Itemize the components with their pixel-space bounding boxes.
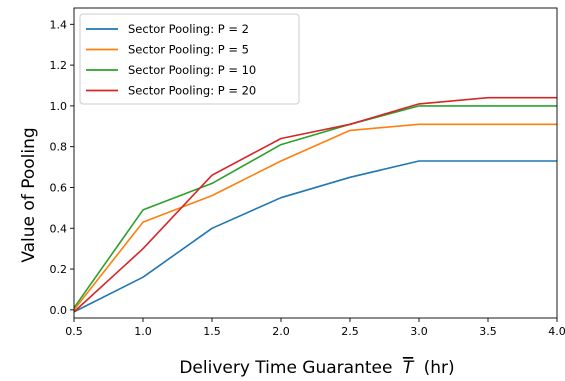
legend: Sector Pooling: P = 2 Sector Pooling: P =…	[79, 13, 300, 105]
x-tick-label: 1.0	[134, 325, 152, 338]
y-tick-label: 1.2	[50, 59, 68, 72]
y-tick-label: 1.0	[50, 100, 68, 113]
series-line-1	[73, 160, 557, 313]
x-tick-label: 3.5	[479, 325, 497, 338]
x-axis: 0.5 1.0 1.5 2.0 2.5 3.0 3.5 4.0	[65, 318, 565, 338]
x-tick-label: 1.5	[203, 325, 221, 338]
x-tick-label: 2.0	[272, 325, 290, 338]
y-tick-label: 1.4	[50, 18, 68, 31]
x-axis-label-unit: (hr)	[424, 358, 455, 378]
y-axis-label: Value of Pooling	[19, 127, 39, 262]
x-tick-label: 4.0	[548, 325, 565, 338]
series-line-4	[73, 96, 557, 313]
legend-label-3: Sector Pooling: P = 10	[128, 63, 256, 77]
y-tick-label: 0.4	[50, 222, 68, 235]
y-tick-label: 0.6	[50, 181, 68, 194]
x-axis-label-main: Delivery Time Guarantee	[179, 358, 392, 378]
legend-box	[79, 13, 300, 105]
plot-area	[73, 7, 558, 319]
x-tick-label: 2.5	[341, 325, 359, 338]
x-tick-label: 0.5	[65, 325, 83, 338]
y-tick-label: 0.8	[50, 141, 68, 154]
axes-frame	[73, 7, 558, 319]
series-line-3	[73, 105, 557, 309]
series-line-2	[73, 123, 557, 311]
y-tick-label: 0.0	[50, 304, 68, 317]
legend-label-1: Sector Pooling: P = 2	[128, 22, 249, 36]
legend-label-2: Sector Pooling: P = 5	[128, 43, 249, 57]
x-axis-label-symbol: T	[403, 358, 415, 378]
y-tick-label: 0.2	[50, 263, 68, 276]
legend-label-4: Sector Pooling: P = 20	[128, 84, 256, 98]
x-tick-label: 3.0	[410, 325, 428, 338]
y-axis: 0.0 0.2 0.4 0.6 0.8 1.0 1.2 1.4	[50, 18, 74, 317]
x-axis-label: Delivery Time Guarantee T (hr)	[179, 358, 454, 378]
